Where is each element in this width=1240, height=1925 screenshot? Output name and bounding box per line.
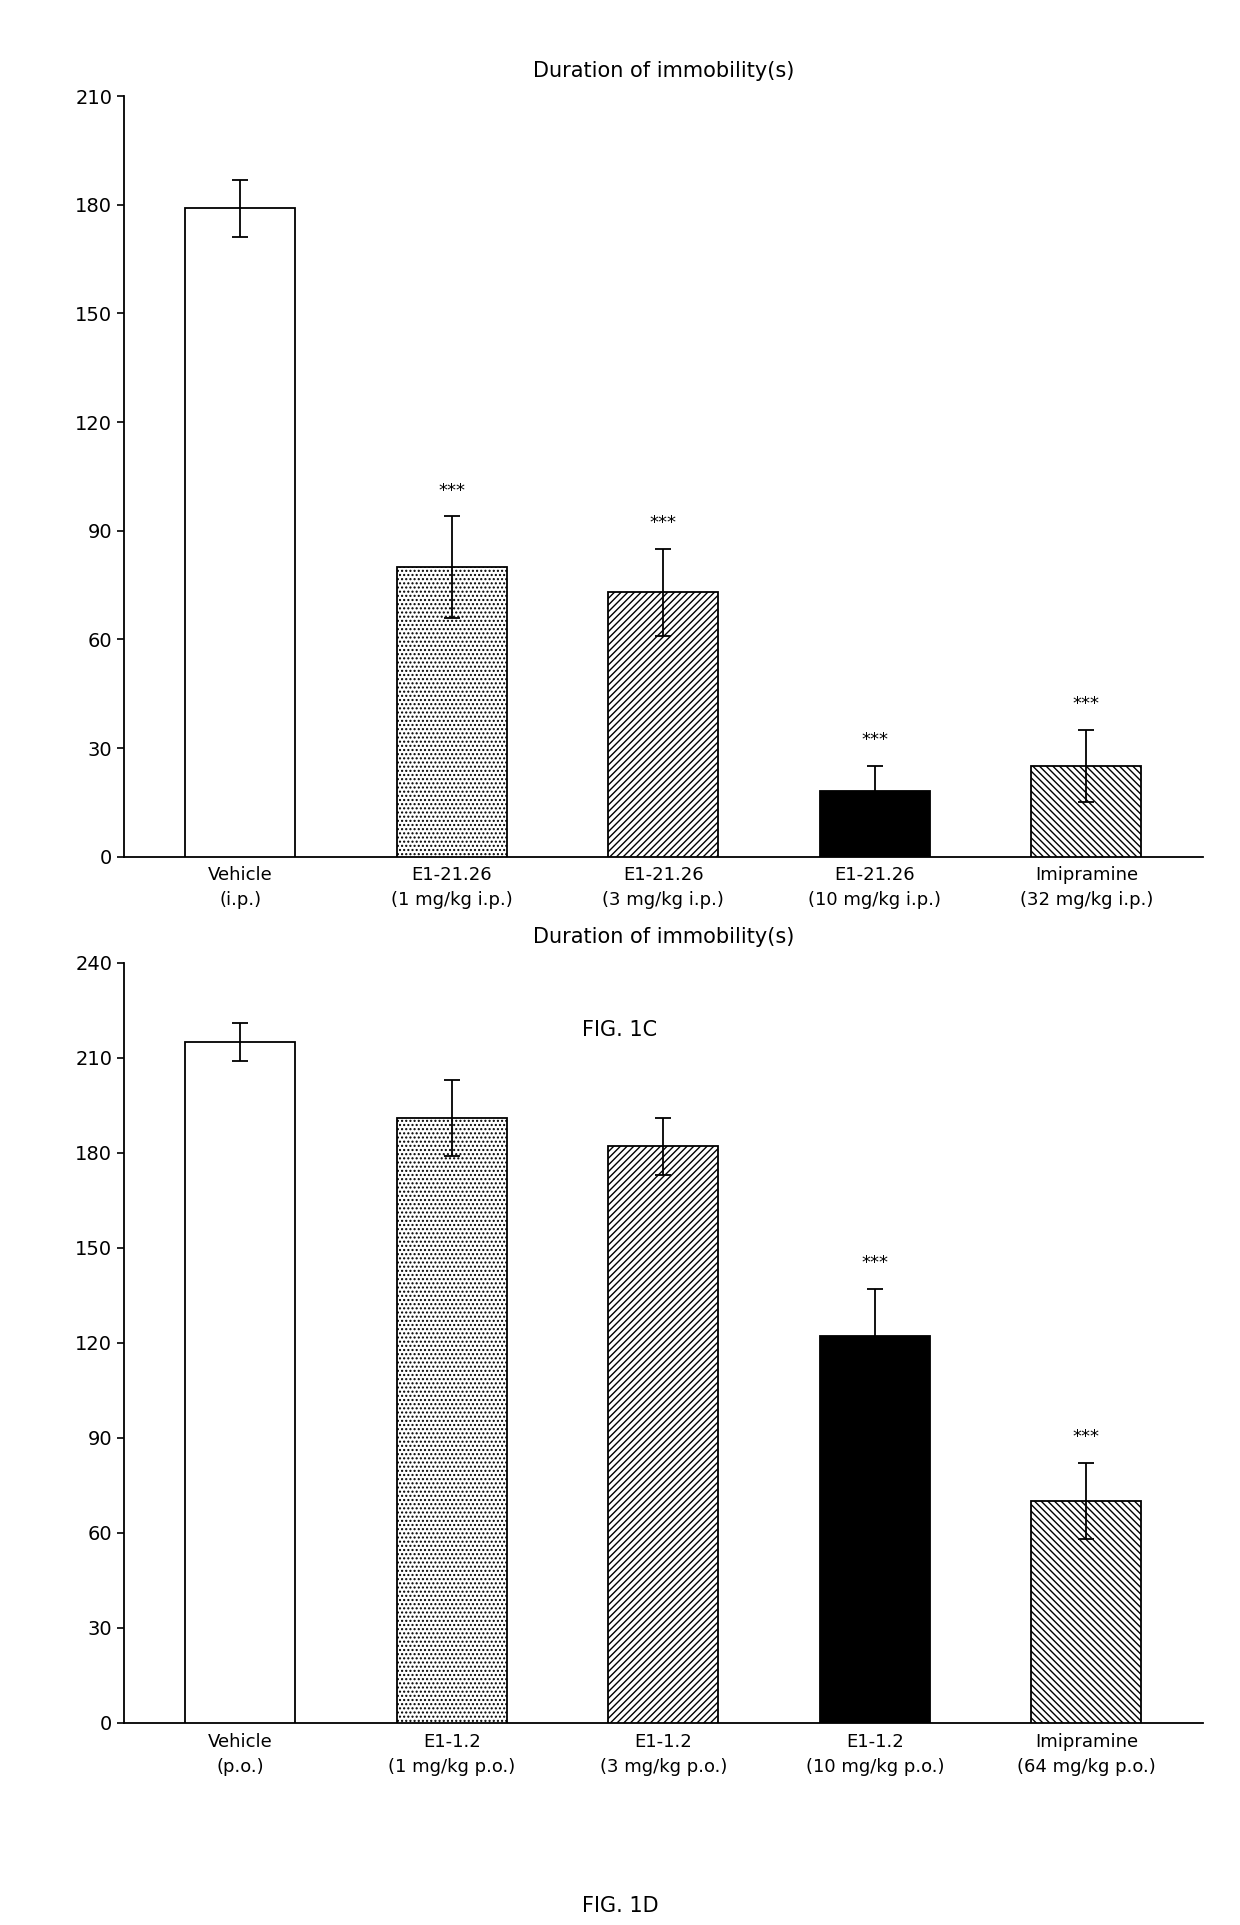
Bar: [609, 1145, 718, 1723]
Bar: [820, 791, 930, 857]
Text: ***: ***: [650, 514, 677, 531]
Bar: [397, 1118, 507, 1723]
Bar: [397, 568, 507, 857]
Text: FIG. 1D: FIG. 1D: [582, 1896, 658, 1915]
Text: ***: ***: [439, 481, 465, 500]
Bar: [185, 1041, 295, 1723]
Text: FIG. 1C: FIG. 1C: [583, 1020, 657, 1040]
Bar: [820, 1336, 930, 1723]
Bar: [609, 593, 718, 857]
Text: ***: ***: [862, 732, 888, 749]
Title: Duration of immobility(s): Duration of immobility(s): [533, 928, 794, 947]
Bar: [185, 208, 295, 857]
Text: ***: ***: [1073, 695, 1100, 712]
Text: ***: ***: [862, 1253, 888, 1272]
Bar: [1032, 1502, 1142, 1723]
Title: Duration of immobility(s): Duration of immobility(s): [533, 62, 794, 81]
Text: ***: ***: [1073, 1428, 1100, 1446]
Bar: [1032, 766, 1142, 857]
